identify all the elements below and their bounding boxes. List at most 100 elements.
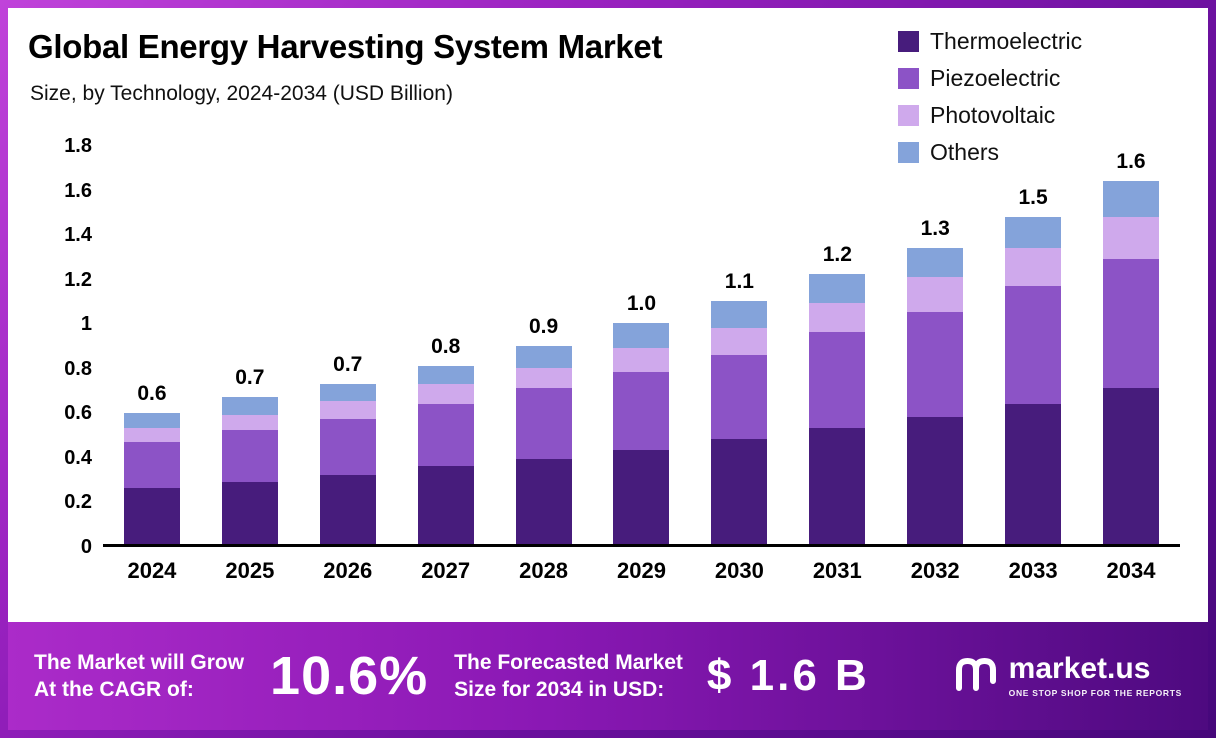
legend-swatch [898,105,919,126]
y-tick-label: 1 [80,313,92,336]
brand-name: market.us [1008,652,1151,685]
marketus-logo: market.us ONE STOP SHOP FOR THE REPORTS [953,654,1182,699]
bar-segment-piezoelectric [123,441,180,489]
y-tick-label: 0.8 [64,357,92,380]
bar-segment-thermoelectric [515,459,572,544]
stacked-bar [711,301,768,544]
bar-segment-thermoelectric [319,474,376,544]
bar-total-label: 0.7 [333,352,363,376]
y-axis: 0 0.2 0.4 0.6 0.8 1 1.2 1.4 1.6 1.8 [18,135,92,558]
stacked-bar [907,247,964,544]
bar-segment-others [907,247,964,277]
bar-segment-photovoltaic [613,347,670,373]
bar-segment-piezoelectric [319,419,376,475]
bar-segment-thermoelectric [809,428,866,544]
y-tick-label: 1.6 [64,179,92,202]
bar-segment-thermoelectric [1005,403,1062,544]
x-axis-label: 2025 [225,558,275,583]
bar-segment-piezoelectric [711,354,768,440]
bar-segment-thermoelectric [711,439,768,544]
bar-column: 1.2 [788,143,886,544]
y-tick-label: 1.2 [64,268,92,291]
bar-segment-photovoltaic [809,303,866,333]
bar-column: 0.8 [397,143,495,544]
chart-card: Global Energy Harvesting System Market S… [8,8,1208,622]
x-axis-label: 2027 [421,558,471,583]
bar-segment-others [1103,181,1160,217]
bar-segment-photovoltaic [1005,247,1062,286]
bar-total-label: 0.7 [235,366,265,390]
legend-label: Others [930,139,1000,165]
stacked-bar [417,365,474,544]
forecast-label: The Forecasted Market Size for 2034 in U… [454,649,683,704]
bar-segment-others [613,323,670,348]
y-tick-label: 1.4 [64,224,92,247]
bar-segment-thermoelectric [221,481,278,544]
footer-banner: The Market will Grow At the CAGR of: 10.… [8,622,1208,730]
bar-segment-piezoelectric [1005,285,1062,404]
bar-segment-piezoelectric [613,372,670,451]
stacked-bar [1103,181,1160,544]
bar-column: 1.3 [886,143,984,544]
stacked-bar [221,397,278,544]
forecast-value: $ 1.6 B [706,651,870,700]
bar-segment-thermoelectric [417,466,474,544]
bar-column: 1.0 [593,143,691,544]
legend-swatch [898,68,919,89]
x-axis-label: 2033 [1008,558,1058,583]
legend-swatch [898,142,919,163]
bar-segment-thermoelectric [123,488,180,544]
forecast-label-line2: Size for 2034 in USD: [454,678,665,701]
bar-segment-thermoelectric [1103,388,1160,544]
bar-segment-others [515,345,572,369]
x-axis-label: 2029 [617,558,666,583]
bar-total-label: 1.2 [822,243,852,267]
bar-total-label: 1.3 [920,216,950,240]
bar-total-label: 1.5 [1018,185,1048,209]
stacked-bar [1005,216,1062,544]
stacked-bar [613,323,670,544]
bar-segment-thermoelectric [907,417,964,544]
brand-text: market.us ONE STOP SHOP FOR THE REPORTS [1008,652,1182,699]
bar-segment-photovoltaic [221,414,278,431]
bar-total-label: 1.0 [626,292,657,316]
bar-segment-others [221,397,278,415]
stacked-bar [515,345,572,544]
legend-item-photovoltaic: Photovoltaic [898,102,1082,129]
bar-segment-piezoelectric [809,332,866,429]
bar-segment-photovoltaic [711,327,768,355]
bar-column: 0.6 [103,143,201,544]
bar-column: 0.7 [299,143,397,544]
x-axis-label: 2031 [812,558,862,583]
bar-segment-photovoltaic [319,401,376,420]
legend: Thermoelectric Piezoelectric Photovoltaic O… [898,28,1082,166]
legend-item-piezoelectric: Piezoelectric [898,65,1082,92]
bar-segment-thermoelectric [613,450,670,544]
x-axis-labels: 2024 2025 2026 2027 2028 2029 2030 2031 2032 2033… [103,558,1180,584]
bar-segment-photovoltaic [515,368,572,389]
bar-total-label: 0.8 [431,334,461,358]
legend-swatch [898,31,919,52]
chart-title: Global Energy Harvesting System Market [28,28,663,65]
bar-segment-others [417,365,474,384]
stacked-bar [123,412,180,544]
y-tick-label: 0.6 [64,402,92,425]
legend-item-others: Others [898,139,1082,166]
bar-total-label: 0.6 [137,381,167,405]
bar-segment-piezoelectric [221,430,278,482]
bar-segment-others [711,301,768,328]
bar-segment-photovoltaic [1103,216,1160,259]
y-tick-label: 1.8 [64,135,92,157]
bar-segment-others [1005,216,1062,248]
marketus-logo-icon [953,654,999,699]
cagr-label-line2: At the CAGR of: [34,678,194,701]
bar-segment-piezoelectric [907,312,964,417]
bar-column: 0.7 [201,143,299,544]
x-axis-label: 2032 [910,558,960,583]
legend-item-thermoelectric: Thermoelectric [898,28,1082,55]
bar-column: 1.1 [690,143,788,544]
bar-segment-piezoelectric [515,388,572,460]
x-axis-label: 2034 [1106,558,1156,583]
x-axis-label: 2028 [519,558,569,583]
